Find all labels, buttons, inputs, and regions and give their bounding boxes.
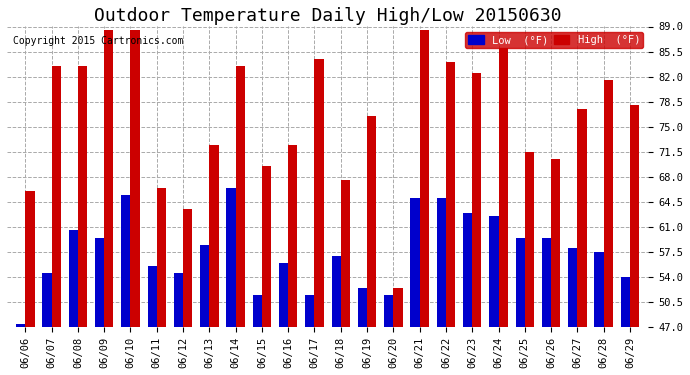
Text: Copyright 2015 Cartronics.com: Copyright 2015 Cartronics.com — [13, 36, 184, 45]
Bar — [411, 198, 420, 375]
Bar — [288, 145, 297, 375]
Bar — [69, 231, 78, 375]
Legend: Low  (°F), High  (°F): Low (°F), High (°F) — [465, 32, 643, 48]
Bar — [253, 295, 262, 375]
Bar — [95, 238, 104, 375]
Bar — [209, 145, 219, 375]
Bar — [121, 195, 130, 375]
Bar — [489, 216, 498, 375]
Bar — [226, 188, 236, 375]
Bar — [78, 66, 87, 375]
Bar — [630, 105, 639, 375]
Bar — [236, 66, 245, 375]
Bar — [358, 288, 367, 375]
Bar — [26, 191, 34, 375]
Bar — [604, 80, 613, 375]
Bar — [525, 152, 534, 375]
Bar — [16, 324, 26, 375]
Bar — [315, 59, 324, 375]
Bar — [279, 262, 288, 375]
Bar — [332, 255, 341, 375]
Bar — [578, 109, 586, 375]
Bar — [183, 209, 193, 375]
Bar — [621, 277, 630, 375]
Bar — [42, 273, 52, 375]
Bar — [305, 295, 315, 375]
Bar — [515, 238, 525, 375]
Bar — [420, 30, 429, 375]
Bar — [551, 159, 560, 375]
Bar — [498, 48, 508, 375]
Bar — [568, 248, 578, 375]
Bar — [367, 116, 376, 375]
Bar — [148, 266, 157, 375]
Bar — [393, 288, 402, 375]
Bar — [595, 252, 604, 375]
Bar — [341, 180, 350, 375]
Bar — [52, 66, 61, 375]
Bar — [472, 73, 482, 375]
Title: Outdoor Temperature Daily High/Low 20150630: Outdoor Temperature Daily High/Low 20150… — [94, 7, 562, 25]
Bar — [384, 295, 393, 375]
Bar — [104, 30, 113, 375]
Bar — [542, 238, 551, 375]
Bar — [130, 30, 139, 375]
Bar — [200, 245, 209, 375]
Bar — [157, 188, 166, 375]
Bar — [446, 62, 455, 375]
Bar — [463, 213, 472, 375]
Bar — [262, 166, 271, 375]
Bar — [174, 273, 183, 375]
Bar — [437, 198, 446, 375]
